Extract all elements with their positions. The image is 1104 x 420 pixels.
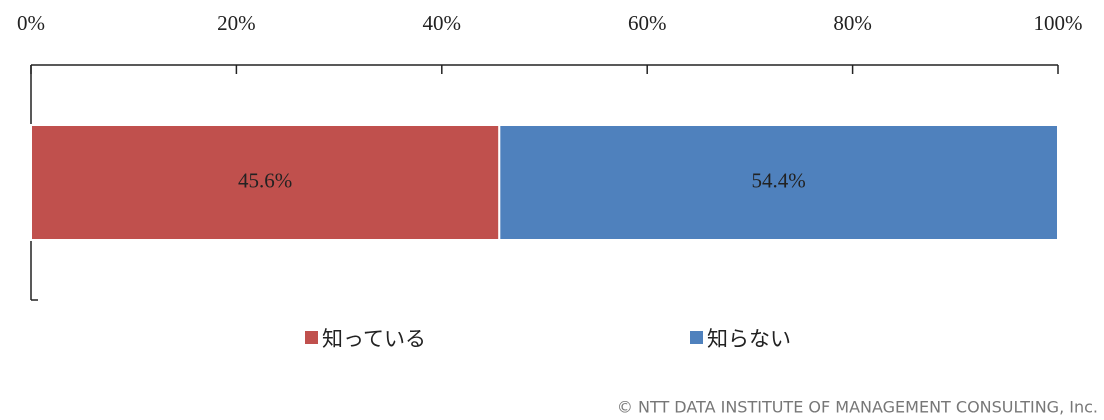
legend-label: 知らない bbox=[707, 327, 791, 351]
data-label: 45.6% bbox=[238, 168, 292, 192]
legend-swatch bbox=[690, 331, 703, 344]
bar-segment bbox=[498, 124, 1059, 241]
copyright: © NTT DATA INSTITUTE OF MANAGEMENT CONSU… bbox=[617, 398, 1098, 417]
x-tick-label: 60% bbox=[628, 11, 667, 35]
x-tick-label: 80% bbox=[833, 11, 872, 35]
x-tick-label: 100% bbox=[1034, 11, 1083, 35]
data-label: 54.4% bbox=[752, 168, 806, 192]
legend-swatch bbox=[305, 331, 318, 344]
x-tick-label: 0% bbox=[17, 11, 45, 35]
legend-label: 知っている bbox=[322, 327, 426, 351]
x-tick-label: 20% bbox=[217, 11, 256, 35]
x-tick-label: 40% bbox=[423, 11, 462, 35]
